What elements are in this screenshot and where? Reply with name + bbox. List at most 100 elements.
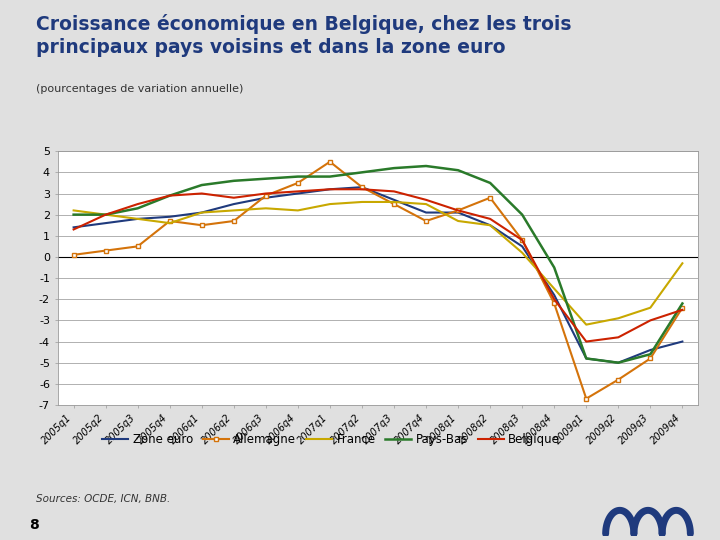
France	[678, 260, 687, 267]
Pays-Bas	[230, 178, 238, 184]
Allemagne	[294, 180, 302, 186]
Allemagne	[646, 355, 654, 362]
Text: 8: 8	[29, 518, 39, 532]
Text: Croissance économique en Belgique, chez les trois
principaux pays voisins et dan: Croissance économique en Belgique, chez …	[36, 14, 572, 57]
France	[261, 205, 270, 212]
Allemagne	[422, 218, 431, 224]
Pays-Bas	[390, 165, 398, 171]
Pays-Bas	[518, 212, 526, 218]
Belgique	[166, 192, 174, 199]
Pays-Bas	[582, 355, 590, 362]
Pays-Bas	[261, 176, 270, 182]
Zone euro	[486, 222, 495, 228]
Allemagne	[133, 243, 142, 249]
Zone euro	[325, 186, 334, 193]
Belgique	[486, 215, 495, 222]
Zone euro	[102, 220, 110, 226]
Line: France: France	[73, 202, 683, 325]
Pays-Bas	[486, 180, 495, 186]
Zone euro	[261, 194, 270, 201]
France	[550, 286, 559, 292]
Zone euro	[550, 292, 559, 298]
Allemagne	[614, 376, 623, 383]
Allemagne	[678, 305, 687, 311]
Pays-Bas	[358, 169, 366, 176]
Allemagne	[261, 192, 270, 199]
Zone euro	[678, 338, 687, 345]
Pays-Bas	[133, 205, 142, 212]
Zone euro	[166, 213, 174, 220]
Pays-Bas	[550, 264, 559, 271]
Legend: Zone euro, Allemagne, France, Pays-Bas, Belgique: Zone euro, Allemagne, France, Pays-Bas, …	[97, 428, 565, 450]
Zone euro	[614, 360, 623, 366]
Belgique	[550, 296, 559, 302]
Belgique	[358, 186, 366, 193]
Line: Zone euro: Zone euro	[73, 187, 683, 363]
Pays-Bas	[325, 173, 334, 180]
Belgique	[325, 186, 334, 193]
Allemagne	[550, 300, 559, 307]
Pays-Bas	[166, 192, 174, 199]
Zone euro	[582, 355, 590, 362]
Zone euro	[518, 243, 526, 249]
Allemagne	[166, 218, 174, 224]
Zone euro	[390, 197, 398, 203]
France	[614, 315, 623, 321]
Allemagne	[390, 201, 398, 207]
Zone euro	[646, 347, 654, 353]
Allemagne	[582, 395, 590, 402]
France	[646, 305, 654, 311]
France	[102, 212, 110, 218]
France	[422, 201, 431, 207]
Pays-Bas	[454, 167, 462, 173]
Pays-Bas	[102, 212, 110, 218]
Line: Allemagne: Allemagne	[71, 159, 685, 401]
Allemagne	[69, 252, 78, 258]
Belgique	[133, 201, 142, 207]
Belgique	[390, 188, 398, 194]
Zone euro	[230, 201, 238, 207]
Line: Belgique: Belgique	[73, 190, 683, 342]
Zone euro	[294, 190, 302, 197]
France	[197, 210, 206, 216]
Allemagne	[358, 184, 366, 191]
Zone euro	[133, 215, 142, 222]
Belgique	[102, 212, 110, 218]
France	[518, 249, 526, 256]
France	[325, 201, 334, 207]
Belgique	[197, 190, 206, 197]
Zone euro	[358, 184, 366, 191]
Pays-Bas	[422, 163, 431, 169]
Text: (pourcentages de variation annuelle): (pourcentages de variation annuelle)	[36, 84, 243, 94]
Zone euro	[422, 210, 431, 216]
Pays-Bas	[69, 212, 78, 218]
Text: Sources: OCDE, ICN, BNB.: Sources: OCDE, ICN, BNB.	[36, 494, 170, 504]
Pays-Bas	[197, 182, 206, 188]
Pays-Bas	[678, 300, 687, 307]
Zone euro	[454, 210, 462, 216]
France	[69, 207, 78, 214]
Belgique	[454, 207, 462, 214]
Belgique	[230, 194, 238, 201]
France	[582, 321, 590, 328]
Allemagne	[518, 237, 526, 243]
Pays-Bas	[646, 351, 654, 357]
France	[230, 207, 238, 214]
Pays-Bas	[614, 360, 623, 366]
France	[133, 215, 142, 222]
Allemagne	[325, 159, 334, 165]
Belgique	[69, 226, 78, 233]
Belgique	[261, 190, 270, 197]
France	[294, 207, 302, 214]
France	[358, 199, 366, 205]
Zone euro	[197, 210, 206, 216]
Pays-Bas	[294, 173, 302, 180]
Belgique	[582, 338, 590, 345]
Zone euro	[69, 224, 78, 231]
Belgique	[646, 317, 654, 323]
Allemagne	[454, 207, 462, 214]
Allemagne	[230, 218, 238, 224]
France	[486, 222, 495, 228]
France	[454, 218, 462, 224]
Line: Pays-Bas: Pays-Bas	[73, 166, 683, 363]
